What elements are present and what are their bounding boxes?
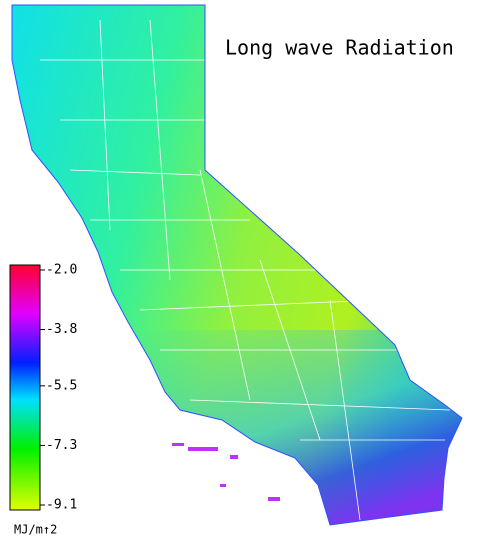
colorbar-tick-label: -2.0	[46, 263, 77, 278]
colorbar-tick-label: -7.3	[46, 438, 77, 453]
colorbar-ticks: -2.0 -3.8 -5.5 -7.3 -9.1	[40, 263, 77, 513]
colorbar	[9, 264, 41, 511]
california-map	[11, 4, 463, 526]
colorbar-tick-label: -5.5	[46, 378, 77, 393]
county-lines	[40, 19, 451, 521]
colorbar-unit: MJ/m↑2	[14, 523, 57, 537]
islands	[172, 443, 280, 501]
map-title: Long wave Radiation	[225, 36, 454, 60]
colorbar-tick-label: -3.8	[46, 322, 77, 337]
colorbar-tick-label: -9.1	[46, 498, 77, 513]
